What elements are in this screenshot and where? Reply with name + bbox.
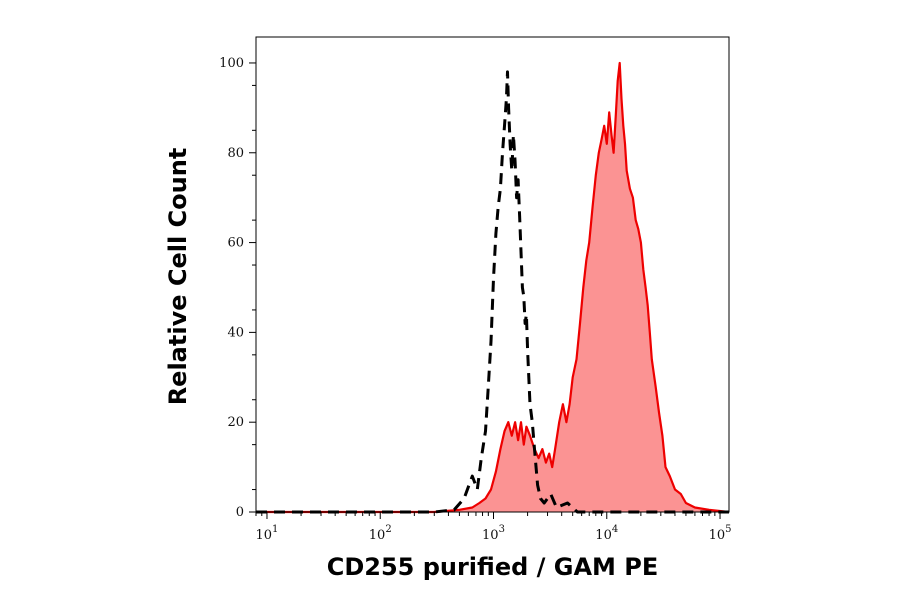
x-tick-label-5: 105 [709, 524, 732, 543]
x-tick-label-4: 104 [595, 524, 618, 543]
series-layer [256, 61, 730, 514]
x-axis-title: CD255 purified / GAM PE [327, 553, 659, 581]
y-tick-label-100: 100 [219, 56, 244, 71]
y-tick-label-0: 0 [236, 505, 244, 520]
series-solid-line [256, 61, 730, 514]
plot-frame [255, 36, 730, 513]
y-axis: 0 20 40 60 80 100 [219, 56, 256, 520]
x-tick-label-2: 102 [369, 524, 392, 543]
y-tick-label-80: 80 [227, 146, 244, 161]
x-tick-label-3: 103 [482, 524, 505, 543]
series-dashed-line [256, 70, 729, 514]
y-tick-label-40: 40 [227, 325, 244, 340]
y-axis-title: Relative Cell Count [164, 148, 192, 406]
y-tick-label-20: 20 [227, 415, 244, 430]
y-tick-label-60: 60 [227, 236, 244, 251]
x-tick-label-1: 101 [256, 524, 279, 543]
x-axis: 101 102 103 104 105 [255, 512, 732, 543]
series-solid-area [256, 63, 729, 512]
